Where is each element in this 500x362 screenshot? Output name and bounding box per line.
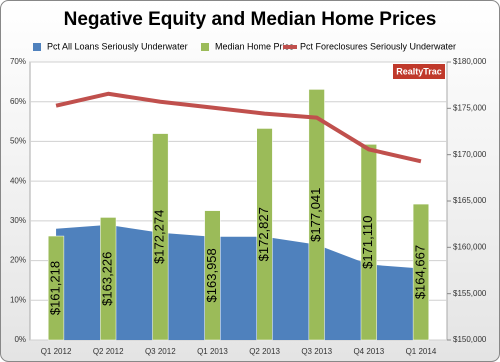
legend-label: Median Home Price: [215, 41, 294, 51]
bar: [152, 133, 169, 341]
bar: [47, 235, 65, 341]
area: [56, 224, 421, 340]
bar: [204, 210, 221, 341]
x-tick-label: Q3 2013: [301, 347, 332, 356]
x-tick-label: Q2 2012: [93, 347, 124, 356]
value-label: $163,226: [100, 252, 115, 306]
logo: RealtyTrac: [396, 66, 442, 76]
value-label: $171,110: [360, 216, 375, 269]
x-tick-label: Q1 2014: [406, 347, 437, 356]
bar: [100, 217, 117, 341]
legend-swatch: [201, 43, 209, 51]
bar: [360, 144, 377, 341]
y-tick-label: 60%: [10, 97, 26, 106]
value-label: $177,041: [308, 188, 323, 242]
line: [55, 91, 422, 164]
legend-label: Pct All Loans Seriously Underwater: [47, 41, 188, 51]
legend-swatch: [33, 43, 41, 51]
x-tick-label: Q1 2012: [41, 347, 72, 356]
bar: [308, 89, 325, 341]
y2-tick-label: $155,000: [453, 289, 487, 298]
value-label: $163,958: [204, 248, 219, 302]
bar: [256, 128, 273, 341]
x-tick-label: Q2 2013: [249, 347, 280, 356]
value-label: $164,667: [412, 245, 427, 299]
y2-tick-label: $180,000: [453, 57, 487, 66]
y-tick-label: 10%: [10, 295, 26, 304]
logo-box: [393, 64, 445, 79]
y2-tick-label: $150,000: [453, 335, 487, 344]
value-label: $172,827: [256, 207, 271, 261]
x-tick-label: Q1 2013: [197, 347, 228, 356]
x-tick-label: Q3 2012: [145, 347, 176, 356]
chart-title: Negative Equity and Median Home Prices: [64, 9, 437, 30]
y-tick-label: 50%: [10, 137, 26, 146]
y-tick-label: 20%: [10, 256, 26, 265]
legend-label: Pct Foreclosures Seriously Underwater: [300, 41, 456, 51]
y-tick-label: 40%: [10, 176, 26, 185]
y-tick-label: 30%: [10, 216, 26, 225]
y2-tick-label: $175,000: [453, 103, 487, 112]
bar: [412, 203, 430, 341]
y2-tick-label: $160,000: [453, 242, 487, 251]
value-label: $161,218: [48, 261, 63, 315]
y-tick-label: 0%: [14, 335, 26, 344]
value-label: $172,274: [152, 210, 167, 264]
y2-tick-label: $165,000: [453, 196, 487, 205]
x-tick-label: Q4 2013: [353, 347, 384, 356]
y2-tick-label: $170,000: [453, 150, 487, 159]
y-tick-label: 70%: [10, 57, 26, 66]
